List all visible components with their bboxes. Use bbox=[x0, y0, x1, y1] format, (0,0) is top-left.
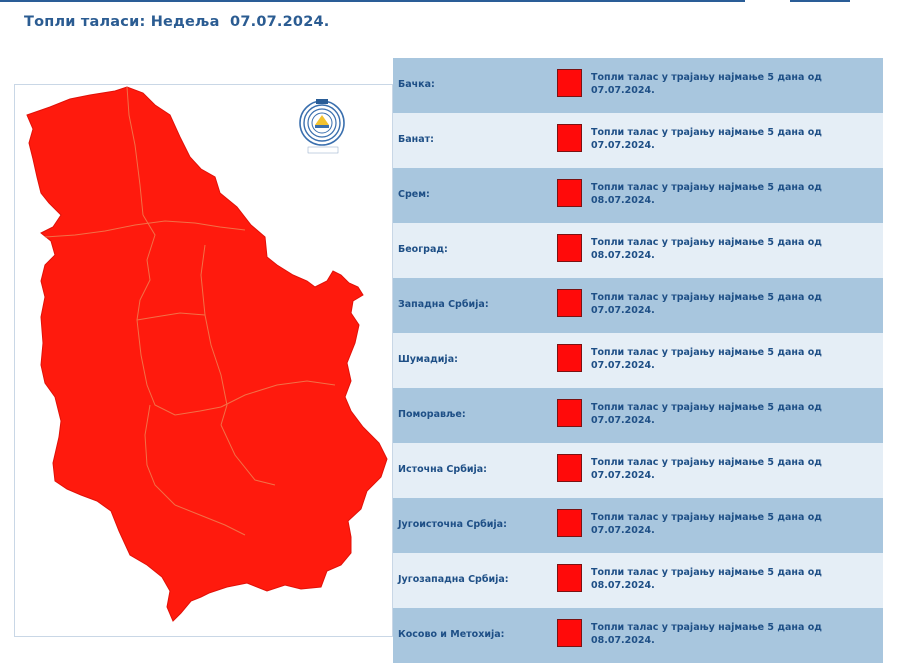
region-label: Косово и Метохија: bbox=[398, 629, 505, 640]
red-alert-icon bbox=[557, 344, 582, 372]
region-label: Шумадија: bbox=[398, 354, 458, 365]
red-alert-icon bbox=[557, 69, 582, 97]
rhmz-logo-icon bbox=[296, 98, 352, 155]
warning-row[interactable]: Источна Србија: Топли талас у трајању нај… bbox=[393, 443, 883, 498]
red-alert-icon bbox=[557, 289, 582, 317]
warning-row[interactable]: Западна Србија: Топли талас у трајању нај… bbox=[393, 278, 883, 333]
red-alert-icon bbox=[557, 454, 582, 482]
serbia-warning-map[interactable] bbox=[14, 84, 393, 637]
warning-row[interactable]: Бачка: Топли талас у трајању најмање 5 да… bbox=[393, 58, 883, 113]
red-alert-icon bbox=[557, 399, 582, 427]
warning-row[interactable]: Банат: Топли талас у трајању најмање 5 да… bbox=[393, 113, 883, 168]
region-label: Југоисточна Србија: bbox=[398, 519, 507, 530]
region-label: Банат: bbox=[398, 134, 434, 145]
serbia-country-shape bbox=[26, 86, 388, 622]
red-alert-icon bbox=[557, 179, 582, 207]
region-label: Бачка: bbox=[398, 79, 435, 90]
warning-description: Топли талас у трајању најмање 5 дана од … bbox=[591, 457, 822, 481]
warning-description: Топли талас у трајању најмање 5 дана од … bbox=[591, 72, 822, 96]
red-alert-icon bbox=[557, 564, 582, 592]
warning-description: Топли талас у трајању најмање 5 дана од … bbox=[591, 237, 822, 261]
warning-description: Топли талас у трајању најмање 5 дана од … bbox=[591, 567, 822, 591]
warnings-table: Бачка: Топли талас у трајању најмање 5 да… bbox=[393, 58, 883, 663]
region-label: Југозападна Србија: bbox=[398, 574, 509, 585]
warning-description: Топли талас у трајању најмање 5 дана од … bbox=[591, 182, 822, 206]
warning-description: Топли талас у трајању најмање 5 дана од … bbox=[591, 292, 822, 316]
warning-row[interactable]: Југоисточна Србија: Топли талас у трајању… bbox=[393, 498, 883, 553]
top-divider bbox=[0, 0, 745, 2]
warning-row[interactable]: Београд: Топли талас у трајању најмање 5 … bbox=[393, 223, 883, 278]
red-alert-icon bbox=[557, 234, 582, 262]
region-label: Источна Србија: bbox=[398, 464, 487, 475]
serbia-map-svg bbox=[26, 86, 388, 622]
warning-description: Топли талас у трајању најмање 5 дана од … bbox=[591, 622, 822, 646]
red-alert-icon bbox=[557, 509, 582, 537]
region-label: Западна Србија: bbox=[398, 299, 489, 310]
region-label: Поморавље: bbox=[398, 409, 466, 420]
red-alert-icon bbox=[557, 619, 582, 647]
top-divider-right bbox=[790, 0, 850, 2]
warning-row[interactable]: Косово и Метохија: Топли талас у трајању … bbox=[393, 608, 883, 663]
warning-description: Топли талас у трајању најмање 5 дана од … bbox=[591, 127, 822, 151]
warning-row[interactable]: Југозападна Србија: Топли талас у трајању… bbox=[393, 553, 883, 608]
warning-row[interactable]: Поморавље: Топли талас у трајању најмање … bbox=[393, 388, 883, 443]
red-alert-icon bbox=[557, 124, 582, 152]
warning-row[interactable]: Срем: Топли талас у трајању најмање 5 дан… bbox=[393, 168, 883, 223]
region-borders bbox=[44, 86, 336, 536]
region-label: Београд: bbox=[398, 244, 448, 255]
warning-description: Топли талас у трајању најмање 5 дана од … bbox=[591, 347, 822, 371]
page-title: Топли таласи: Недеља 07.07.2024. bbox=[24, 14, 330, 30]
warning-description: Топли талас у трајању најмање 5 дана од … bbox=[591, 512, 822, 536]
region-label: Срем: bbox=[398, 189, 430, 200]
warning-row[interactable]: Шумадија: Топли талас у трајању најмање 5… bbox=[393, 333, 883, 388]
warning-description: Топли талас у трајању најмање 5 дана од … bbox=[591, 402, 822, 426]
rhmz-logo-graphic bbox=[299, 98, 345, 154]
